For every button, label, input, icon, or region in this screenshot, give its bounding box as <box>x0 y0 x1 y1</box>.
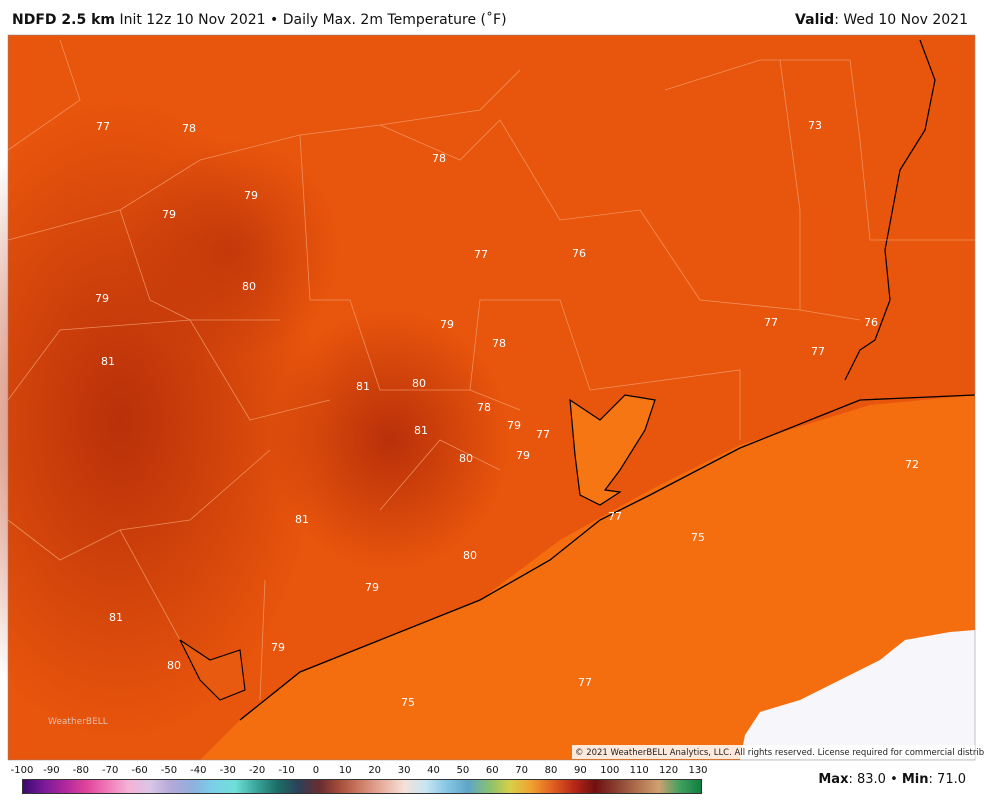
map-value-label: 77 <box>536 428 550 441</box>
map-value-label: 77 <box>764 316 778 329</box>
hot-area <box>120 140 340 360</box>
footer-stats: Max: 83.0 • Min: 71.0 <box>818 772 966 787</box>
river <box>844 39 936 381</box>
colorbar-tick-label: 110 <box>629 765 649 776</box>
map-value-label: 81 <box>109 611 123 624</box>
map-value-label: 79 <box>162 208 176 221</box>
colorbar-tick-label: -70 <box>102 765 119 776</box>
colorbar-tick-label: -50 <box>160 765 178 776</box>
map-value-label: 80 <box>463 549 477 562</box>
map-value-label: 79 <box>271 641 285 654</box>
map-value-label: 77 <box>96 120 110 133</box>
map-value-label: 79 <box>365 581 379 594</box>
map-value-label: 77 <box>608 510 622 523</box>
gulf <box>200 395 975 760</box>
map-value-label: 81 <box>295 513 309 526</box>
map-value-label: 76 <box>864 316 878 329</box>
map-value-label: 80 <box>412 377 426 390</box>
valid-label: Valid <box>795 12 835 28</box>
colorbar-tick-label: 80 <box>544 765 558 776</box>
map-value-label: 79 <box>244 189 258 202</box>
coastline <box>239 394 976 721</box>
colorbar-tick-label: -90 <box>43 765 60 776</box>
map-value-label: 77 <box>578 676 592 689</box>
map-value-label: 77 <box>811 345 825 358</box>
min-label: Min <box>901 772 929 787</box>
max-label: Max <box>818 772 849 787</box>
map-value-label: 79 <box>516 449 530 462</box>
map-value-label: 72 <box>905 458 919 471</box>
description: Init 12z 10 Nov 2021 • Daily Max. 2m Tem… <box>119 12 507 28</box>
watermark: WeatherBELL <box>48 717 108 727</box>
map-value-label: 81 <box>101 355 115 368</box>
map-value-label: 78 <box>432 152 446 165</box>
hot-area <box>270 310 510 570</box>
map-value-label: 80 <box>167 659 181 672</box>
map-value-label: 81 <box>414 424 428 437</box>
bay <box>178 638 246 701</box>
copyright-bg <box>572 745 975 759</box>
colorbar-tick-label: -60 <box>131 765 148 776</box>
map-value-label: 79 <box>95 292 109 305</box>
map-value-label: 81 <box>356 380 370 393</box>
no-data <box>740 630 975 760</box>
colorbar-tick-label: -80 <box>72 765 89 776</box>
colorbar <box>22 779 702 794</box>
min-value: : 71.0 <box>928 772 966 787</box>
colorbar-tick-label: 60 <box>485 765 499 776</box>
map-value-label: 73 <box>808 119 822 132</box>
header-title: NDFD 2.5 km Init 12z 10 Nov 2021 • Daily… <box>12 12 507 28</box>
colorbar-tick-label: 20 <box>368 765 382 776</box>
map-value-label: 75 <box>401 696 415 709</box>
colorbar-tick-label: 50 <box>456 765 470 776</box>
colorbar-tick-label: 100 <box>600 765 620 776</box>
colorbar-tick-label: 0 <box>312 765 320 776</box>
map-value-label: 78 <box>182 122 196 135</box>
valid-date: : Wed 10 Nov 2021 <box>834 12 968 28</box>
map-value-label: 78 <box>492 337 506 350</box>
max-value: : 83.0 • <box>848 772 902 787</box>
county-lines <box>7 39 975 701</box>
colorbar-tick-label: 90 <box>574 765 587 776</box>
map-value-label: 79 <box>507 419 521 432</box>
colorbar-tick-label: -20 <box>248 765 266 776</box>
colorbar-tick-label: -10 <box>278 765 295 776</box>
colorbar-tick-label: 30 <box>397 765 411 776</box>
colorbar-tick-label: 70 <box>515 765 528 776</box>
colorbar-tick-label: -30 <box>219 765 236 776</box>
map-value-label: 76 <box>572 247 586 260</box>
map-value-label: 80 <box>459 452 473 465</box>
colorbar-tick-label: 40 <box>427 765 440 776</box>
colorbar-tick-label: -100 <box>10 765 34 776</box>
map-value-label: 78 <box>477 401 491 414</box>
colorbar-tick-label: 130 <box>688 765 708 776</box>
copyright: © 2021 WeatherBELL Analytics, LLC. All r… <box>575 748 984 758</box>
map-frame <box>7 34 976 761</box>
colorbar-tick-label: 10 <box>338 765 352 776</box>
colorbar-tick-label: -40 <box>190 765 207 776</box>
map-value-label: 80 <box>242 280 256 293</box>
map-value-label: 75 <box>691 531 705 544</box>
map-value-label: 79 <box>440 318 454 331</box>
map-value-label: 77 <box>474 248 488 261</box>
header-valid: Valid: Wed 10 Nov 2021 <box>795 12 968 28</box>
model: NDFD 2.5 km <box>12 12 115 28</box>
colorbar-tick-label: 120 <box>659 765 679 776</box>
bay <box>569 394 656 506</box>
